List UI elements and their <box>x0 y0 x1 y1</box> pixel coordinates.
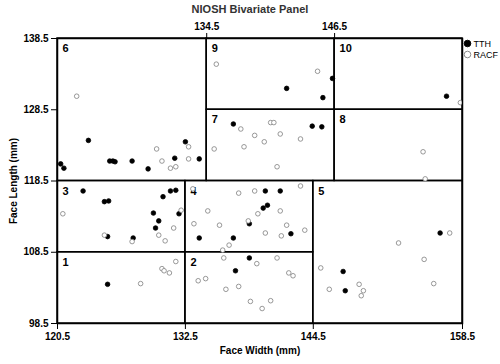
html-text:RACF: RACF <box>473 49 498 60</box>
svg-text:8: 8 <box>340 113 346 125</box>
html-text:TTH: TTH <box>473 38 491 49</box>
svg-text:138.5: 138.5 <box>23 33 48 44</box>
svg-text:146.5: 146.5 <box>322 21 347 32</box>
svg-text:118.5: 118.5 <box>24 175 49 186</box>
svg-text:2: 2 <box>190 256 196 268</box>
svg-text:Face Width (mm): Face Width (mm) <box>220 345 300 356</box>
svg-text:1: 1 <box>63 256 69 268</box>
svg-text:158.5: 158.5 <box>450 331 475 342</box>
svg-text:128.5: 128.5 <box>23 104 48 115</box>
svg-text:120.5: 120.5 <box>45 331 70 342</box>
svg-text:5: 5 <box>318 185 324 197</box>
svg-text:Face Length (mm): Face Length (mm) <box>8 138 19 224</box>
svg-text:3: 3 <box>63 185 69 197</box>
svg-text:98.5: 98.5 <box>29 318 49 329</box>
svg-text:6: 6 <box>63 42 69 54</box>
svg-text:9: 9 <box>212 42 218 54</box>
svg-text:144.5: 144.5 <box>301 331 326 342</box>
svg-text:7: 7 <box>212 113 218 125</box>
svg-text:132.5: 132.5 <box>173 331 198 342</box>
svg-text:134.5: 134.5 <box>194 21 219 32</box>
svg-text:10: 10 <box>340 42 352 54</box>
html-text:NIOSH Bivariate Panel: NIOSH Bivariate Panel <box>191 3 309 15</box>
svg-text:4: 4 <box>190 185 197 197</box>
svg-text:108.5: 108.5 <box>23 246 48 257</box>
